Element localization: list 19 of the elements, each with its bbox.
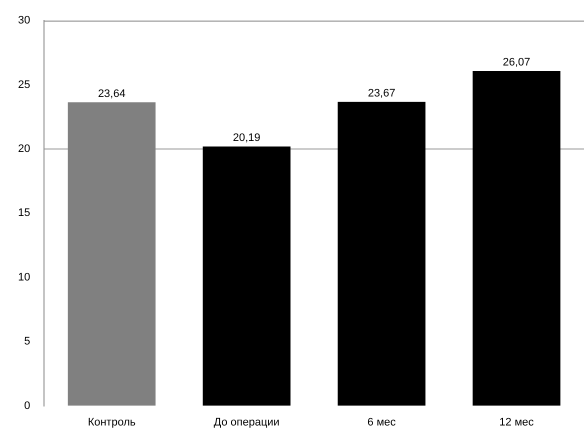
bar [338,102,426,406]
y-tick-label: 30 [18,14,30,27]
y-tick-label: 10 [18,271,30,284]
y-tick-label: 25 [18,78,30,91]
x-tick-label: 6 мес [367,416,396,428]
x-tick-label: До операции [214,416,280,428]
y-tick-label: 15 [18,207,30,220]
bar [68,102,156,406]
y-tick-label: 20 [18,143,30,156]
bar [202,146,291,406]
x-tick-label: Контроль [88,416,136,428]
data-label: 20,19 [232,132,260,144]
x-tick-label: 12 мес [499,416,534,428]
y-tick-label: 5 [24,336,30,348]
bar [472,71,560,406]
data-label: 26,07 [502,56,530,69]
y-tick-label: 0 [24,400,30,412]
data-label: 23,67 [368,87,396,100]
data-label: 23,64 [98,88,126,100]
